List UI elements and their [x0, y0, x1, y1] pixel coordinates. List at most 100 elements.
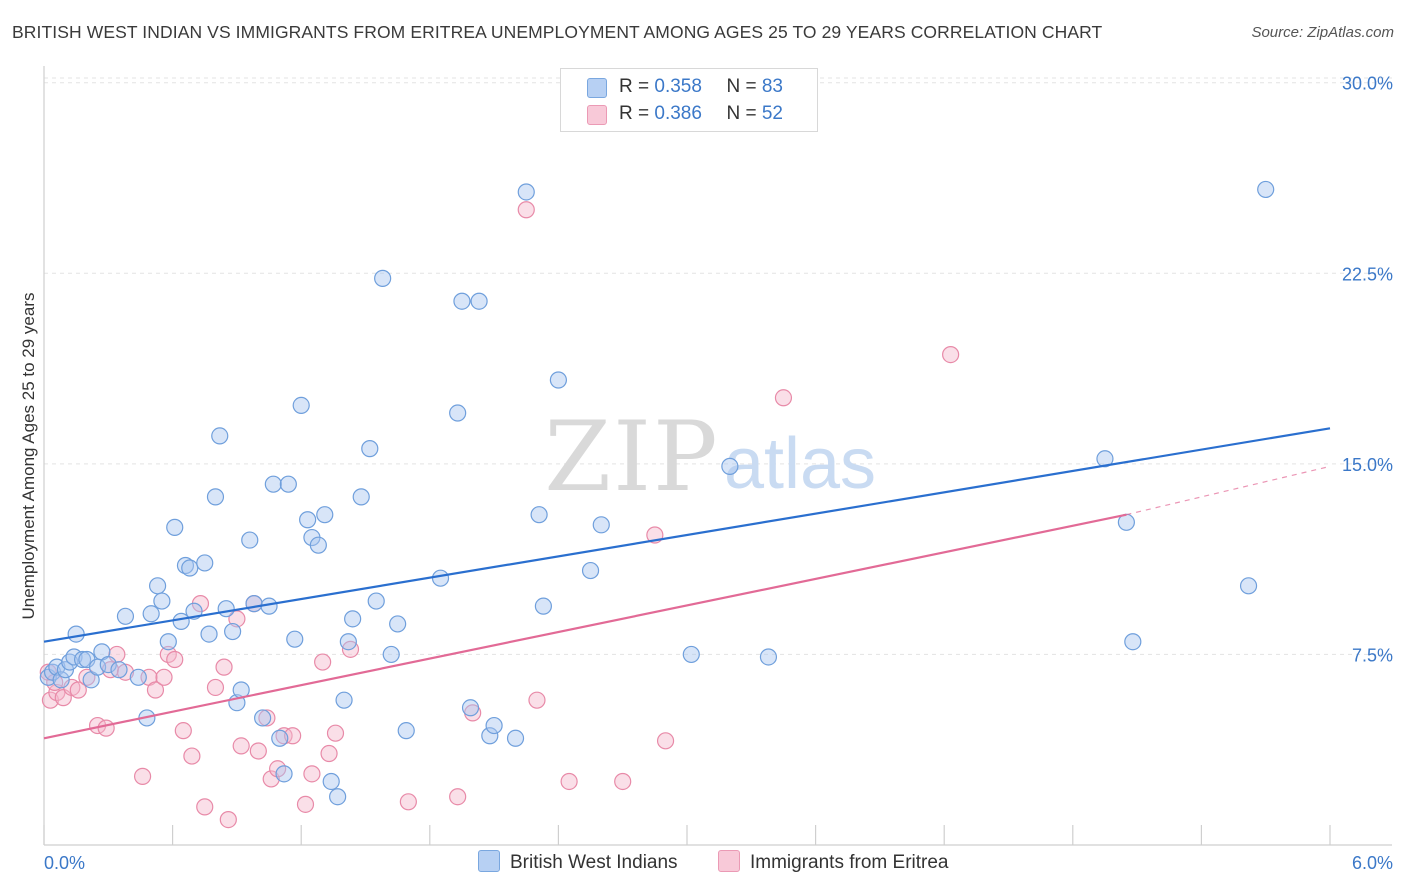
n-label: N = — [726, 103, 762, 124]
data-point — [721, 457, 739, 475]
data-point — [153, 592, 171, 610]
data-point — [1239, 577, 1258, 595]
data-point — [320, 744, 338, 763]
data-point — [174, 722, 192, 740]
data-point — [196, 798, 214, 816]
data-point — [592, 516, 610, 534]
data-point — [206, 678, 225, 697]
data-point — [133, 767, 152, 785]
data-point — [116, 607, 135, 625]
bottom-legend-label: Immigrants from Eritrea — [750, 852, 949, 873]
axes — [43, 66, 1392, 846]
data-point — [942, 345, 960, 364]
r-value: 0.386 — [654, 103, 702, 124]
y-tick-label: 15.0% — [1342, 455, 1393, 475]
watermark-zip: ZIP — [544, 401, 719, 513]
data-point — [224, 622, 242, 641]
n-value: 83 — [761, 76, 783, 97]
data-point — [560, 772, 578, 791]
data-point — [397, 722, 415, 740]
data-point — [449, 404, 467, 422]
data-point — [99, 655, 117, 674]
data-point — [534, 597, 552, 615]
r-label: R = — [619, 103, 655, 124]
data-point — [449, 788, 467, 806]
data-point — [299, 511, 317, 529]
n-value: 52 — [761, 103, 783, 124]
data-point — [275, 765, 293, 783]
data-point — [219, 810, 237, 829]
data-point — [166, 650, 184, 669]
data-point — [52, 671, 70, 689]
data-point — [206, 488, 225, 506]
data-point — [1124, 633, 1142, 651]
bottom-legend-label: British West Indians — [510, 852, 678, 873]
trend-line-eritrea — [43, 513, 1127, 740]
source-credit: Source: ZipAtlas.com — [1251, 24, 1394, 41]
watermark: ZIP atlas — [544, 401, 876, 513]
bottom-legend-bwi: British West Indians — [478, 850, 678, 874]
y-tick-label: 7.5% — [1352, 645, 1393, 665]
y-axis-label: Unemployment Among Ages 25 to 29 years — [19, 293, 38, 620]
data-point — [292, 396, 310, 415]
data-point — [326, 724, 345, 742]
data-point — [254, 709, 272, 727]
data-point — [148, 577, 167, 595]
data-point — [258, 709, 276, 727]
data-point — [1257, 180, 1275, 199]
data-point — [67, 625, 85, 643]
data-point — [200, 625, 218, 643]
data-point — [241, 531, 259, 549]
data-point — [682, 645, 700, 664]
data-point — [461, 699, 480, 717]
data-point — [322, 772, 340, 791]
trend-lines — [43, 427, 1331, 740]
data-point — [245, 595, 263, 613]
data-point — [1096, 450, 1114, 468]
data-point — [382, 645, 400, 664]
stats-legend: R = 0.358 N = 83 R = 0.386 N = 52 — [560, 68, 818, 132]
data-point — [344, 610, 362, 628]
data-point — [284, 727, 302, 745]
data-point — [389, 615, 407, 633]
data-point — [581, 561, 600, 580]
data-point — [528, 691, 546, 709]
data-point — [329, 788, 347, 806]
data-point — [530, 506, 548, 524]
data-point — [481, 727, 499, 745]
data-point — [335, 691, 353, 709]
data-point — [69, 681, 87, 699]
eritrea-points — [39, 201, 960, 829]
data-point — [759, 648, 778, 666]
y-tick-label: 30.0% — [1342, 74, 1393, 94]
data-point — [183, 747, 201, 765]
legend-swatch-pink — [587, 105, 607, 125]
data-point — [399, 793, 417, 811]
data-point — [656, 732, 675, 750]
data-point — [614, 772, 632, 791]
data-point — [470, 292, 488, 310]
legend-swatch-blue — [587, 78, 607, 98]
bottom-swatch-pink — [718, 850, 740, 872]
data-point — [232, 737, 250, 755]
data-point — [309, 536, 327, 554]
data-point — [215, 658, 233, 676]
data-point — [249, 742, 267, 760]
data-point — [352, 488, 370, 506]
data-point — [339, 633, 357, 651]
data-point — [517, 201, 535, 219]
data-point — [774, 389, 793, 407]
r-label: R = — [619, 76, 655, 97]
data-point — [129, 668, 147, 686]
bottom-swatch-blue — [478, 850, 500, 872]
data-point — [367, 592, 385, 610]
trend-extension-eritrea — [1126, 465, 1331, 516]
data-point — [264, 475, 282, 493]
data-point — [517, 183, 535, 201]
grid-lines — [44, 77, 1392, 655]
data-point — [549, 371, 568, 389]
data-point — [97, 719, 115, 737]
data-point — [506, 729, 525, 747]
data-point — [279, 475, 297, 493]
